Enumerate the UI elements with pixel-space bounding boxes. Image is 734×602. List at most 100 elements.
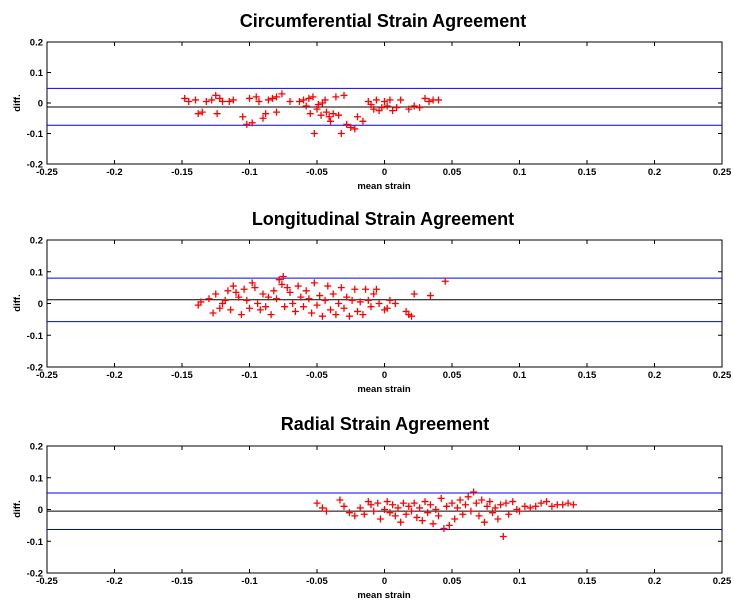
radial-point: [443, 502, 451, 510]
radial-point: [548, 502, 556, 510]
longitudinal-point: [235, 293, 243, 301]
longitudinal-point: [216, 304, 224, 312]
longitudinal-point: [310, 279, 318, 287]
longitudinal-point: [291, 307, 299, 315]
circumferential-point: [248, 119, 256, 127]
radial-point: [435, 512, 442, 520]
circumferential-point: [351, 125, 359, 133]
radial-xtick-label: 0.05: [443, 576, 462, 587]
circumferential-point: [327, 117, 334, 125]
radial-ylabel: diff.: [12, 500, 23, 517]
radial-point: [416, 504, 424, 512]
radial-point: [509, 498, 517, 506]
circumferential-xtick-label: 0.2: [648, 167, 661, 178]
circumferential-xtick-label: 0.15: [578, 167, 597, 178]
circumferential-point: [410, 102, 418, 110]
circumferential-point: [359, 117, 367, 125]
circumferential-point: [278, 90, 286, 98]
radial-point: [526, 504, 534, 512]
radial-point: [537, 499, 545, 507]
longitudinal-marks: -0.25 -0.2 -0.15 -0.1 -0.05 0 0.05 0.1 0.15 0.2 0.…: [27, 236, 732, 382]
radial-point: [432, 506, 440, 513]
circumferential-point: [378, 104, 386, 112]
longitudinal-point: [302, 287, 310, 295]
circumferential-point: [386, 96, 394, 104]
longitudinal-point: [240, 285, 248, 293]
radial-point: [516, 507, 523, 515]
longitudinal-point: [348, 296, 356, 304]
circumferential-point: [314, 101, 322, 109]
longitudinal-xtick-label: -0.2: [106, 370, 122, 381]
radial-point: [367, 501, 375, 509]
radial-xtick-label: -0.15: [171, 576, 193, 587]
radial-xtick-label: 0.2: [648, 576, 661, 587]
longitudinal-point: [248, 279, 256, 287]
radial-ytick-label: 0: [38, 505, 43, 516]
radial-xtick-label: -0.25: [36, 576, 58, 587]
longitudinal-point: [367, 303, 375, 311]
longitudinal-point: [273, 295, 280, 303]
radial-point: [499, 532, 507, 540]
radial-point: [383, 498, 391, 506]
longitudinal-point: [286, 288, 294, 296]
longitudinal-ytick-label: 0: [38, 299, 43, 310]
circumferential-point: [335, 111, 343, 119]
radial-point: [505, 510, 513, 518]
longitudinal-point: [356, 298, 364, 306]
circumferential-point: [262, 110, 270, 118]
longitudinal-point: [329, 290, 337, 298]
radial-point: [356, 504, 364, 512]
longitudinal-point: [297, 293, 305, 301]
circumferential-point: [192, 96, 199, 104]
radial-point: [318, 504, 326, 512]
longitudinal-point: [364, 296, 372, 304]
circumferential-point: [325, 113, 333, 121]
circumferential-point: [225, 97, 233, 105]
radial-point: [445, 521, 453, 529]
radial-point: [462, 501, 469, 509]
radial-point: [491, 504, 499, 512]
circumferential-point: [397, 96, 405, 104]
longitudinal-xtick-label: 0.1: [513, 370, 527, 381]
radial-point: [386, 509, 394, 517]
radial-point: [437, 494, 445, 502]
radial-point: [472, 499, 480, 507]
circumferential-point: [273, 108, 280, 116]
circumferential-point: [329, 110, 337, 118]
longitudinal-xtick-label: 0.2: [648, 370, 661, 381]
longitudinal-point: [227, 306, 235, 314]
longitudinal-point: [224, 287, 232, 295]
longitudinal-point: [300, 303, 307, 311]
radial-xtick-label: 0.25: [713, 576, 732, 587]
longitudinal-point: [209, 309, 217, 317]
circumferential-point: [309, 93, 317, 101]
radial-point: [399, 499, 407, 507]
circumferential-xtick-label: -0.1: [241, 167, 258, 178]
radial-xtick-label: 0: [382, 576, 387, 587]
radial-point: [370, 507, 378, 515]
circumferential-ytick-label: 0.2: [30, 38, 43, 49]
longitudinal-point: [289, 300, 297, 307]
radial-point: [459, 510, 467, 518]
radial-point: [448, 499, 456, 507]
longitudinal-point: [340, 304, 348, 312]
longitudinal-plot-area: [46, 239, 723, 368]
circumferential-point: [381, 97, 388, 105]
circumferential-point: [322, 108, 330, 116]
longitudinal-ytick-label: 0.2: [30, 236, 43, 247]
circumferential-point: [229, 96, 237, 104]
longitudinal-point: [237, 311, 245, 319]
longitudinal-point: [410, 290, 418, 298]
circumferential-point: [347, 123, 355, 131]
radial-point: [418, 517, 426, 525]
circumferential-xtick-label: 0: [382, 167, 387, 178]
radial-xtick-label: -0.2: [106, 576, 122, 587]
circumferential-point: [306, 110, 314, 118]
longitudinal-point: [259, 290, 267, 298]
radial-point: [381, 506, 388, 513]
longitudinal-xtick-label: 0.15: [578, 370, 597, 381]
radial-point: [410, 499, 418, 507]
longitudinal-xtick-label: -0.05: [306, 370, 328, 381]
circumferential-point: [317, 111, 325, 119]
radial-xtick-label: 0.1: [513, 576, 527, 587]
